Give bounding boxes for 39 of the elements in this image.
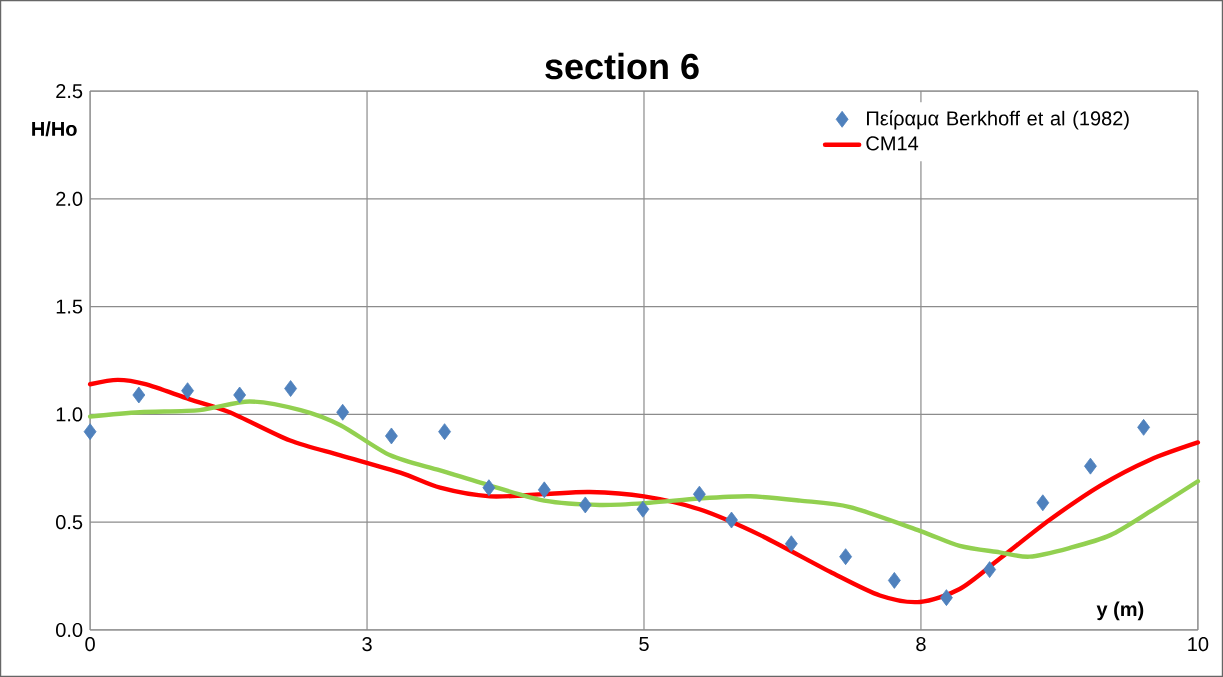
point [784, 535, 798, 553]
x-tick-label: 10 [1188, 637, 1209, 652]
point [284, 380, 297, 397]
point [385, 427, 398, 445]
y-tick-label: 2.0 [56, 191, 83, 206]
x-tick-label: 8 [916, 637, 926, 652]
point [1036, 494, 1050, 512]
point [983, 561, 997, 578]
x-tick-label: 0 [85, 637, 95, 652]
point [940, 589, 953, 606]
point [482, 479, 496, 497]
point [578, 496, 592, 514]
x-axis-title: y (m) [1096, 601, 1144, 621]
point [233, 386, 247, 404]
line-series [87, 399, 1201, 559]
point [438, 423, 451, 441]
point [725, 511, 738, 529]
y-tick-label: 1.0 [56, 407, 83, 422]
point [1084, 457, 1097, 475]
legend-label: Πείραμα Berkhoff et al (1982) [867, 110, 1129, 130]
point [132, 386, 146, 404]
y-tick-label: 0.0 [56, 622, 83, 638]
point [83, 423, 97, 441]
y-tick-label: 0.5 [56, 515, 83, 530]
point [636, 500, 650, 518]
point [692, 485, 706, 503]
chart-title: section 6 [545, 52, 699, 80]
x-tick-label: 3 [362, 637, 372, 652]
point [1137, 418, 1151, 436]
point [839, 548, 853, 566]
y-tick-label: 1.5 [56, 299, 83, 314]
x-tick-label: 5 [639, 636, 649, 651]
point [887, 571, 901, 589]
y-tick-label: 2.5 [56, 83, 83, 99]
point [336, 403, 350, 421]
point [181, 382, 194, 400]
legend-label: CM14 [866, 136, 919, 151]
y-axis-title: H/Ho [32, 121, 77, 137]
point [537, 481, 551, 499]
